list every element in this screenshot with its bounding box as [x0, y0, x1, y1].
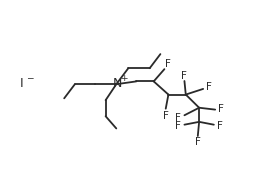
Text: I: I: [20, 77, 23, 90]
Text: F: F: [175, 113, 181, 123]
Text: F: F: [218, 104, 224, 114]
Text: F: F: [195, 137, 201, 147]
Text: F: F: [163, 111, 169, 121]
Text: F: F: [206, 82, 212, 92]
Text: −: −: [26, 74, 33, 83]
Text: F: F: [181, 71, 187, 81]
Text: F: F: [166, 59, 171, 70]
Text: +: +: [121, 74, 128, 83]
Text: N: N: [113, 77, 122, 90]
Text: F: F: [217, 121, 223, 131]
Text: F: F: [175, 121, 181, 131]
